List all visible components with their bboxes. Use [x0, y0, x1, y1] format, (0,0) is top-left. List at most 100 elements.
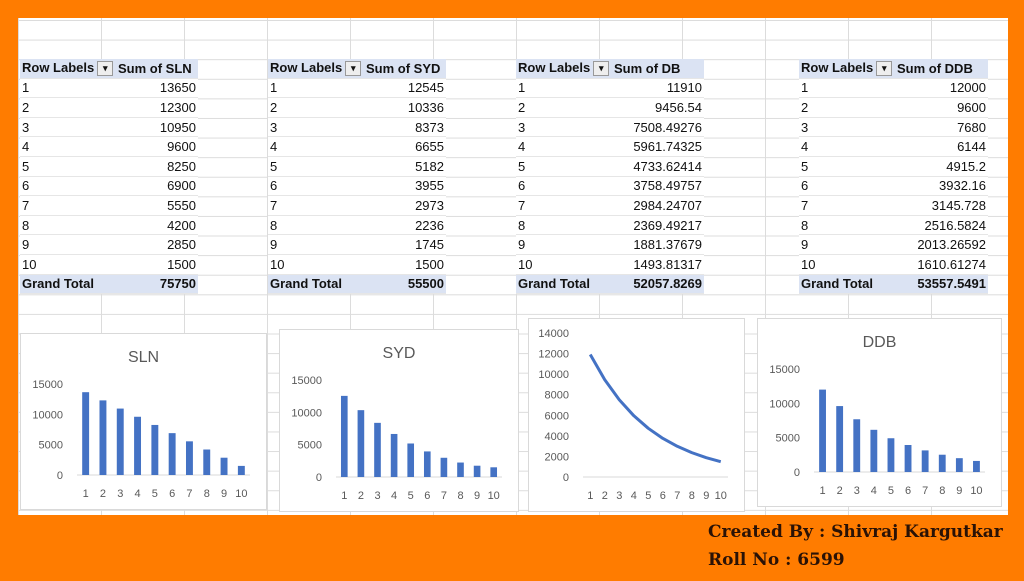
grand-total-row: Grand Total 75750: [20, 273, 198, 295]
row-label: 2: [268, 97, 364, 118]
table-row: 3 8373: [268, 117, 446, 138]
y-tick-label: 0: [316, 472, 322, 484]
x-tick-label: 5: [152, 488, 158, 500]
row-value: 10950: [116, 117, 198, 138]
row-value: 5182: [364, 156, 446, 177]
bar: [340, 395, 348, 477]
table-row: 9 2850: [20, 234, 198, 255]
y-tick-label: 12000: [538, 349, 569, 361]
row-value: 2984.24707: [612, 195, 704, 216]
chart-svg: SLN 0 5000 10000 15000 1 2 3 4 5 6 7 8 9 10: [32, 349, 250, 500]
x-tick-label: 4: [871, 485, 877, 497]
row-labels-header: Row Labels: [22, 60, 95, 76]
created-by-text: Created By : Shivraj Kargutkar: [708, 522, 1003, 542]
grand-total-row: Grand Total 55500: [268, 273, 446, 295]
filter-icon[interactable]: ▾: [593, 61, 610, 77]
row-label: 4: [516, 136, 612, 157]
table-row: 4 9600: [20, 136, 198, 157]
pivot-table-ddb: Row Labels ▾ Sum of DDB 1 12000 2 9600 3 7680 4 61…: [799, 59, 988, 295]
row-value: 2973: [364, 195, 446, 216]
y-tick-label: 6000: [545, 410, 569, 422]
row-value: 12000: [895, 78, 988, 99]
bar: [203, 449, 211, 475]
filter-icon[interactable]: ▾: [345, 61, 362, 77]
x-tick-label: 7: [441, 490, 447, 502]
table-row: 6 3955: [268, 176, 446, 197]
x-tick-label: 4: [631, 490, 637, 502]
filter-icon[interactable]: ▾: [876, 61, 893, 77]
row-value: 3145.728: [895, 195, 988, 216]
table-row: 6 3758.49757: [516, 176, 704, 197]
row-value: 9600: [895, 97, 988, 118]
row-label: 3: [268, 117, 364, 138]
row-label: 2: [799, 97, 895, 118]
table-row: 10 1500: [268, 254, 446, 275]
row-value: 7680: [895, 117, 988, 138]
table-row: 4 6655: [268, 136, 446, 157]
row-label: 1: [516, 78, 612, 99]
table-row: 8 2369.49217: [516, 215, 704, 236]
y-tick-label: 10000: [538, 369, 569, 381]
table-row: 5 8250: [20, 156, 198, 177]
x-tick-label: 1: [341, 490, 347, 502]
table-row: 9 1745: [268, 234, 446, 255]
bar: [938, 454, 946, 472]
bar: [237, 465, 245, 475]
x-tick-label: 6: [905, 485, 911, 497]
chart-title: DDB: [863, 334, 897, 351]
x-tick-label: 6: [424, 490, 430, 502]
row-label: 6: [20, 176, 116, 197]
chart-db[interactable]: 0 2000 4000 6000 8000 10000 12000 14000 1 2 3 4 5 6 7 8…: [528, 318, 745, 512]
row-label: 2: [516, 97, 612, 118]
row-labels-header: Row Labels: [518, 60, 591, 76]
row-value: 5550: [116, 195, 198, 216]
chart-syd[interactable]: SYD 0 5000 10000 15000 1 2 3 4 5 6 7 8 9 10: [279, 329, 519, 512]
row-label: 10: [268, 254, 364, 275]
x-tick-label: 1: [587, 490, 593, 502]
row-label: 7: [799, 195, 895, 216]
row-label: 5: [20, 156, 116, 177]
x-tick-label: 8: [939, 485, 945, 497]
x-tick-label: 4: [134, 488, 140, 500]
x-tick-label: 7: [674, 490, 680, 502]
pivot-table-sln: Row Labels ▾ Sum of SLN 1 13650 2 12300 3 10950 4…: [20, 59, 198, 295]
table-row: 1 11910: [516, 78, 704, 99]
y-tick-label: 10000: [291, 407, 322, 419]
y-tick-label: 2000: [545, 451, 569, 463]
row-value: 6900: [116, 176, 198, 197]
sum-header: Sum of DDB: [895, 59, 988, 79]
y-tick-label: 0: [57, 470, 63, 482]
bar: [955, 458, 963, 472]
table-row: 2 10336: [268, 97, 446, 118]
y-tick-label: 5000: [776, 433, 800, 445]
table-row: 3 7680: [799, 117, 988, 138]
row-label: 4: [20, 136, 116, 157]
x-tick-label: 9: [474, 490, 480, 502]
row-label: 3: [516, 117, 612, 138]
bar: [374, 422, 381, 477]
table-row: 7 3145.728: [799, 195, 988, 216]
row-label: 8: [268, 215, 364, 236]
chart-sln[interactable]: SLN 0 5000 10000 15000 1 2 3 4 5 6 7 8 9 10: [20, 333, 267, 510]
y-tick-label: 0: [563, 472, 569, 484]
table-row: 10 1500: [20, 254, 198, 275]
row-label: 7: [268, 195, 364, 216]
grand-total-row: Grand Total 53557.5491: [799, 273, 988, 295]
table-row: 9 1881.37679: [516, 234, 704, 255]
header-row: Row Labels ▾ Sum of SYD: [268, 59, 446, 79]
bar: [151, 424, 159, 475]
row-label: 4: [268, 136, 364, 157]
bar: [82, 392, 90, 475]
filter-icon[interactable]: ▾: [97, 61, 114, 77]
x-tick-label: 5: [888, 485, 894, 497]
chart-ddb[interactable]: DDB 0 5000 10000 15000 1 2 3 4 5 6 7 8 9 10: [757, 318, 1002, 507]
bar: [99, 400, 107, 475]
table-row: 6 3932.16: [799, 176, 988, 197]
row-label: 8: [516, 215, 612, 236]
row-label: 1: [268, 78, 364, 99]
row-value: 6655: [364, 136, 446, 157]
row-label: 6: [799, 176, 895, 197]
row-label: 10: [799, 254, 895, 275]
table-row: 5 4915.2: [799, 156, 988, 177]
table-row: 1 12000: [799, 78, 988, 99]
